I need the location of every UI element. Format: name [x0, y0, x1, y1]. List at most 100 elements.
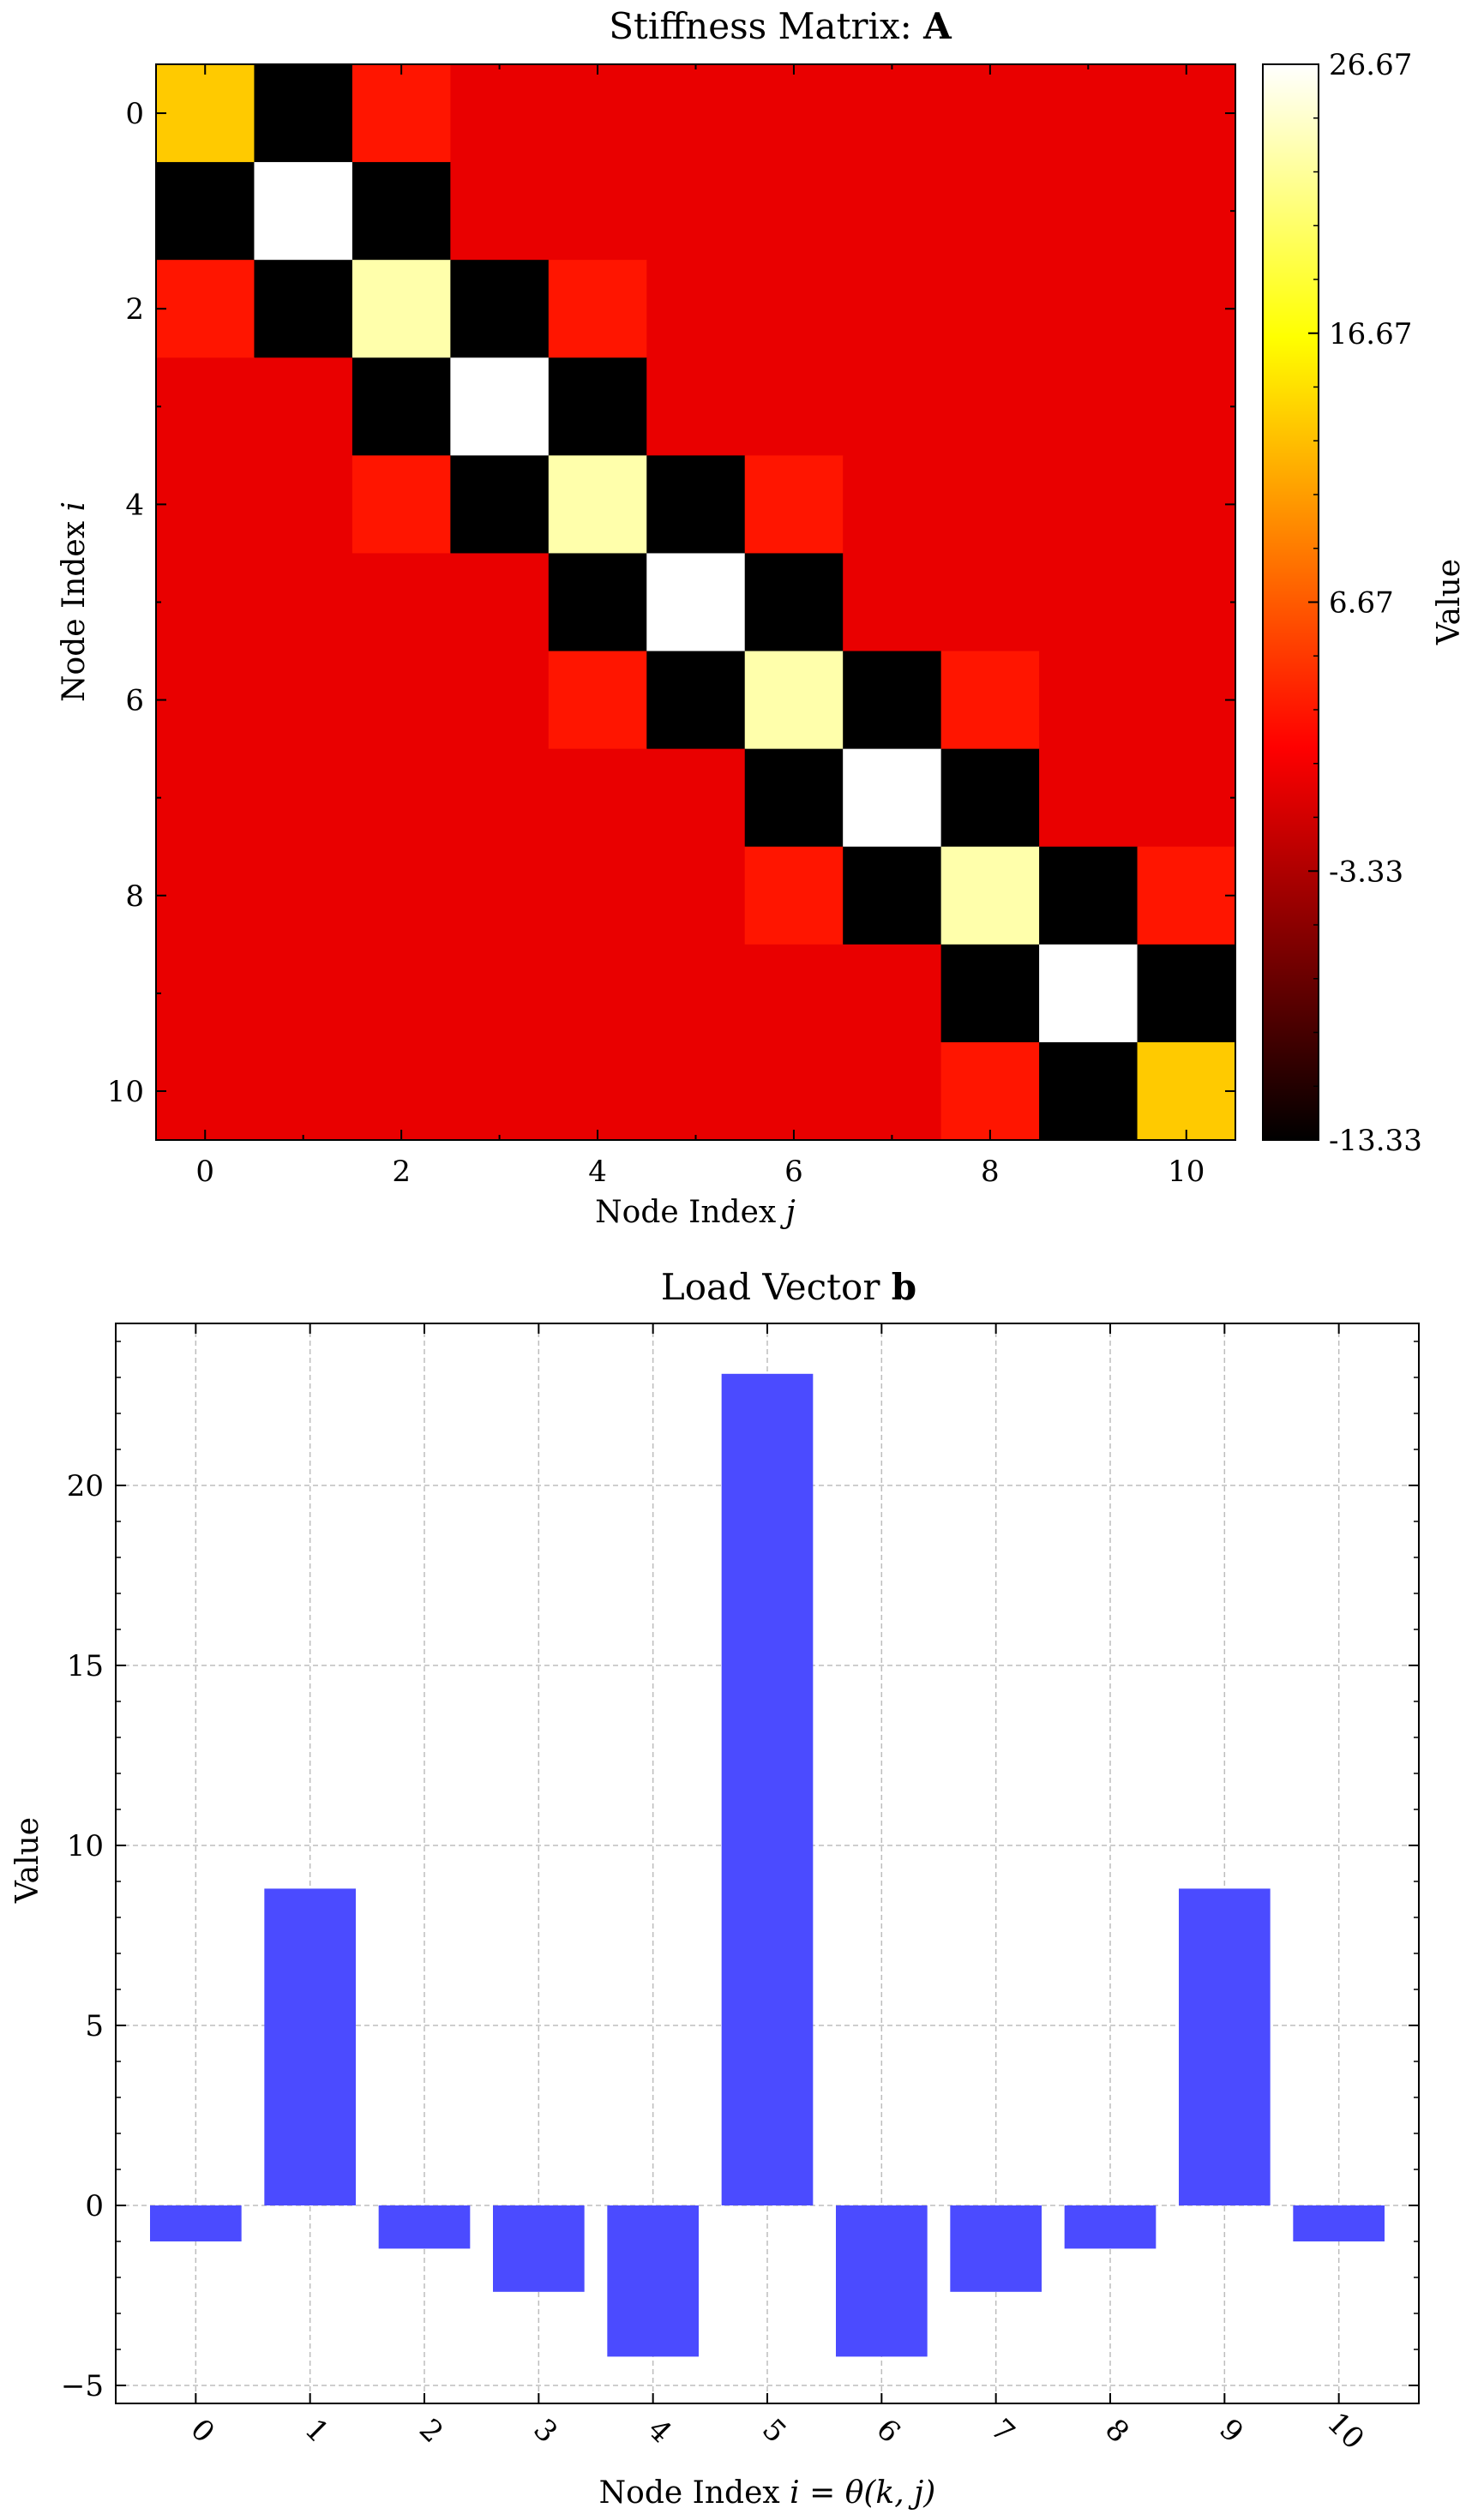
heatmap-cell-10-6 [744, 1041, 844, 1141]
heatmap-cell-10-0 [156, 1041, 255, 1141]
heatmap-cell-10-3 [450, 1041, 550, 1141]
heatmap-cell-10-10 [1137, 1041, 1236, 1141]
heatmap-cell-8-4 [548, 846, 647, 945]
heatmap-ytick-4: 4 [125, 488, 144, 522]
heatmap-cell-0-10 [1137, 64, 1236, 163]
heatmap-cell-5-2 [351, 553, 451, 652]
heatmap-title-bold: A [922, 5, 952, 47]
heatmap-cell-6-0 [156, 651, 255, 750]
heatmap-ytick-6: 6 [125, 684, 144, 718]
heatmap-cell-8-6 [744, 846, 844, 945]
bar-ytick-1: 0 [85, 2189, 104, 2223]
heatmap-cell-8-2 [351, 846, 451, 945]
heatmap-cell-0-4 [548, 64, 647, 163]
heatmap-cell-4-3 [450, 455, 550, 555]
heatmap-cell-9-6 [744, 944, 844, 1043]
heatmap-cell-6-1 [254, 651, 353, 750]
heatmap-cell-1-9 [1039, 162, 1139, 261]
heatmap-cells [156, 64, 1236, 1141]
heatmap-xtick-10: 10 [1168, 1155, 1205, 1189]
bar-ylabel: Value [10, 1817, 45, 1904]
heatmap-cell-8-3 [450, 846, 550, 945]
heatmap-ytick-10: 10 [107, 1075, 144, 1109]
heatmap-cell-10-8 [940, 1041, 1040, 1141]
bar-3 [493, 2205, 585, 2292]
bar-ytick-3: 10 [67, 1829, 104, 1863]
bar-xlabel: Node Index i = θ(k, j) [599, 2475, 936, 2511]
heatmap-cell-7-9 [1039, 748, 1139, 848]
heatmap-cell-9-0 [156, 944, 255, 1043]
heatmap-cell-6-6 [744, 651, 844, 750]
heatmap-cell-4-0 [156, 455, 255, 555]
heatmap-cell-5-5 [646, 553, 746, 652]
heatmap-cell-7-0 [156, 748, 255, 848]
heatmap-cell-2-0 [156, 260, 255, 358]
bar-0 [150, 2205, 242, 2241]
bar-ytick-0: −5 [61, 2369, 104, 2403]
colorbar-tick-3: 16.67 [1329, 317, 1412, 351]
heatmap-ylabel: Node Index i [57, 501, 92, 702]
heatmap-cell-8-1 [254, 846, 353, 945]
bar-chart: Load Vector b 0 1 2 3 4 5 6 7 8 9 10 −5 0 5 10 15 20 Nod… [10, 1266, 1420, 2511]
heatmap-cell-9-9 [1039, 944, 1139, 1043]
heatmap-cell-3-1 [254, 357, 353, 456]
heatmap-cell-2-5 [646, 260, 746, 358]
heatmap-cell-5-4 [548, 553, 647, 652]
heatmap-cell-2-7 [843, 260, 942, 358]
heatmap-cell-1-2 [351, 162, 451, 261]
bar-xtick-7: 7 [984, 2412, 1022, 2450]
bar-xtick-4: 4 [641, 2412, 679, 2450]
bar-xtick-8: 8 [1098, 2412, 1136, 2450]
colorbar-tick-2: 6.67 [1329, 586, 1394, 621]
bar-2 [378, 2205, 471, 2249]
heatmap-xtick-4: 4 [588, 1155, 607, 1189]
heatmap-cell-5-9 [1039, 553, 1139, 652]
bar-8 [1064, 2205, 1157, 2249]
bar-6 [836, 2205, 928, 2357]
heatmap-cell-7-6 [744, 748, 844, 848]
heatmap-cell-0-1 [254, 64, 353, 163]
heatmap-cell-2-1 [254, 260, 353, 358]
heatmap-ytick-2: 2 [125, 292, 144, 327]
bar-title: Load Vector b [661, 1266, 916, 1308]
heatmap-cell-8-10 [1137, 846, 1236, 945]
heatmap-cell-10-1 [254, 1041, 353, 1141]
heatmap-cell-1-4 [548, 162, 647, 261]
bar-ytick-2: 5 [85, 2009, 104, 2043]
heatmap-cell-3-2 [351, 357, 451, 456]
heatmap-cell-5-8 [940, 553, 1040, 652]
heatmap-cell-7-10 [1137, 748, 1236, 848]
bar-9 [1179, 1888, 1271, 2205]
bar-7 [950, 2205, 1042, 2292]
colorbar-tick-1: -3.33 [1329, 855, 1403, 889]
heatmap-cell-1-8 [940, 162, 1040, 261]
heatmap-cell-6-2 [351, 651, 451, 750]
heatmap-cell-0-7 [843, 64, 942, 163]
heatmap-cell-7-5 [646, 748, 746, 848]
colorbar-tick-0: -13.33 [1329, 1124, 1422, 1158]
bar-1 [264, 1888, 356, 2205]
heatmap-cell-4-2 [351, 455, 451, 555]
heatmap-ytick-0: 0 [125, 97, 144, 131]
bar-xtick-2: 2 [412, 2412, 450, 2450]
heatmap-cell-5-1 [254, 553, 353, 652]
heatmap-cell-1-5 [646, 162, 746, 261]
heatmap-chart: Stiffness Matrix: A 0 2 4 6 8 10 0 2 4 6 8 10 Node … [57, 5, 1467, 1230]
bar-xtick-5: 5 [755, 2412, 793, 2450]
bar-xlabel-math: i = θ(k, j) [790, 2475, 935, 2511]
heatmap-cell-1-10 [1137, 162, 1236, 261]
heatmap-cell-5-3 [450, 553, 550, 652]
heatmap-cell-2-6 [744, 260, 844, 358]
bar-xtick-10: 10 [1320, 2406, 1371, 2457]
heatmap-cell-9-4 [548, 944, 647, 1043]
heatmap-cell-8-7 [843, 846, 942, 945]
heatmap-cell-7-2 [351, 748, 451, 848]
heatmap-cell-3-4 [548, 357, 647, 456]
heatmap-cell-6-3 [450, 651, 550, 750]
heatmap-cell-10-7 [843, 1041, 942, 1141]
colorbar-ticks: -13.33 -3.33 6.67 16.67 26.67 [1308, 48, 1422, 1158]
heatmap-cell-2-8 [940, 260, 1040, 358]
heatmap-cell-10-2 [351, 1041, 451, 1141]
heatmap-cell-9-2 [351, 944, 451, 1043]
